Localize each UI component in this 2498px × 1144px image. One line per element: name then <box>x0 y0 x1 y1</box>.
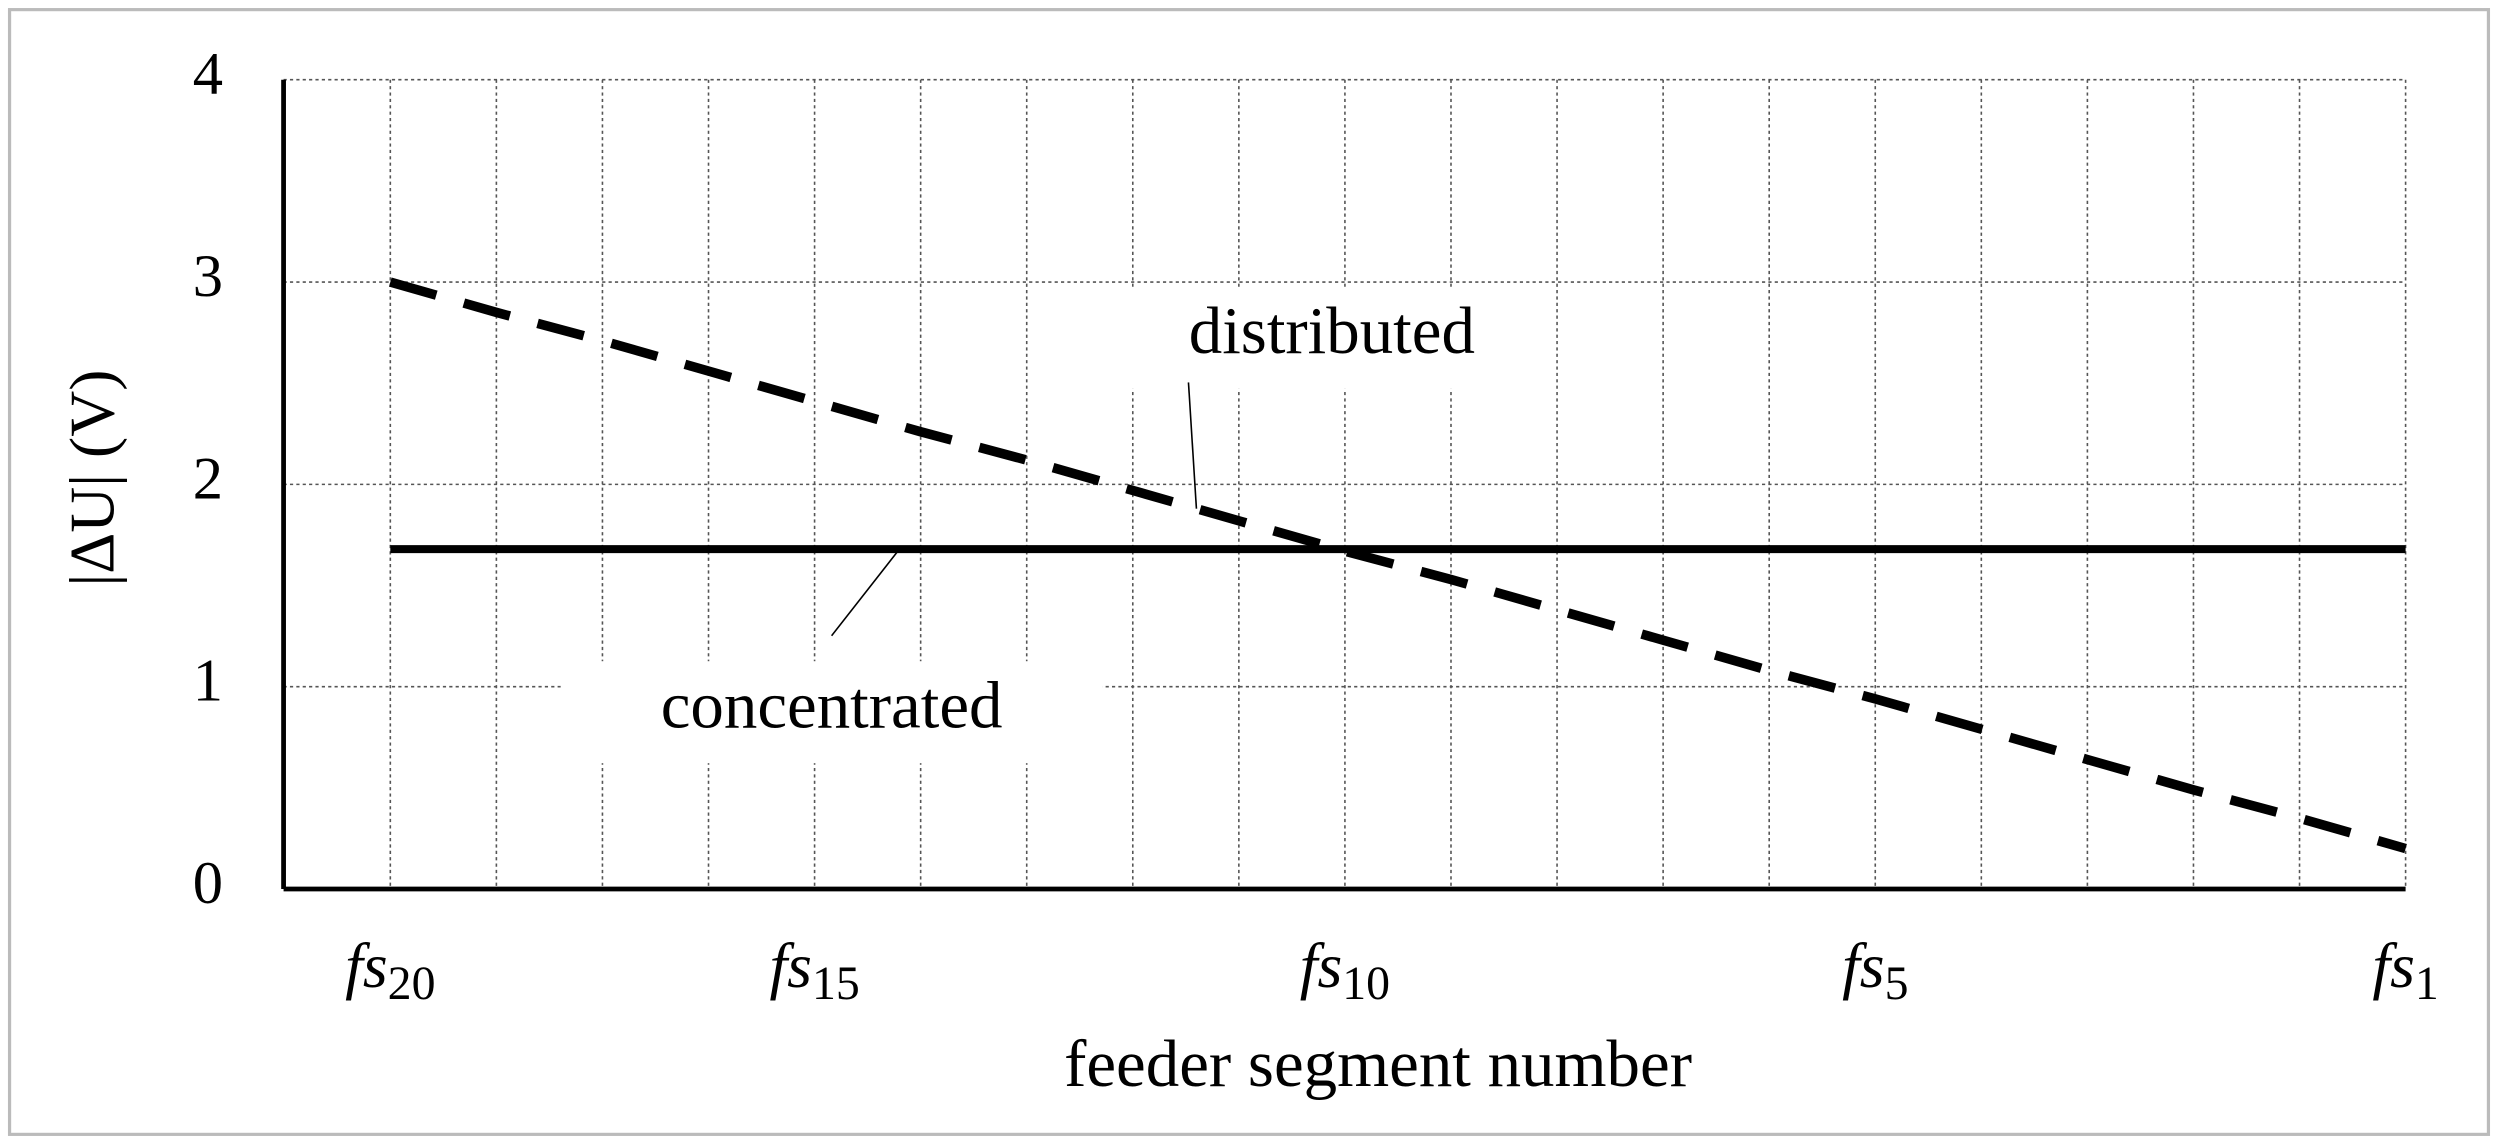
label-background <box>560 661 1103 764</box>
y-tick-label: 2 <box>193 445 223 512</box>
y-tick-label: 0 <box>193 850 223 917</box>
frame <box>7 8 2491 1136</box>
x-axis-title: feeder segment number <box>1064 1027 1692 1101</box>
y-tick-label: 4 <box>193 41 223 108</box>
y-tick-label: 1 <box>193 648 223 715</box>
leader-line <box>830 548 901 637</box>
marks <box>388 277 2407 854</box>
x-tick-label: fs1 <box>2372 929 2438 1009</box>
series-label: distributed <box>1189 294 1475 368</box>
grid <box>281 78 2407 892</box>
x-tick-label: fs5 <box>1842 929 1908 1009</box>
x-tick-label: fs20 <box>345 929 435 1009</box>
x-tick-label: fs15 <box>769 929 859 1009</box>
x-tick-label: fs10 <box>1300 929 1390 1009</box>
label-background <box>1116 286 1547 389</box>
labels: 0 1 2 3 4 fs20 fs15 fs10 fs5 fs1 distributed concen… <box>56 41 2438 1101</box>
series-label: concentrated <box>661 669 1003 743</box>
leader-line <box>1187 382 1198 509</box>
series-line <box>388 277 2407 854</box>
y-axis-title: |ΔU| (V) <box>56 370 127 587</box>
y-tick-label: 3 <box>193 243 223 310</box>
